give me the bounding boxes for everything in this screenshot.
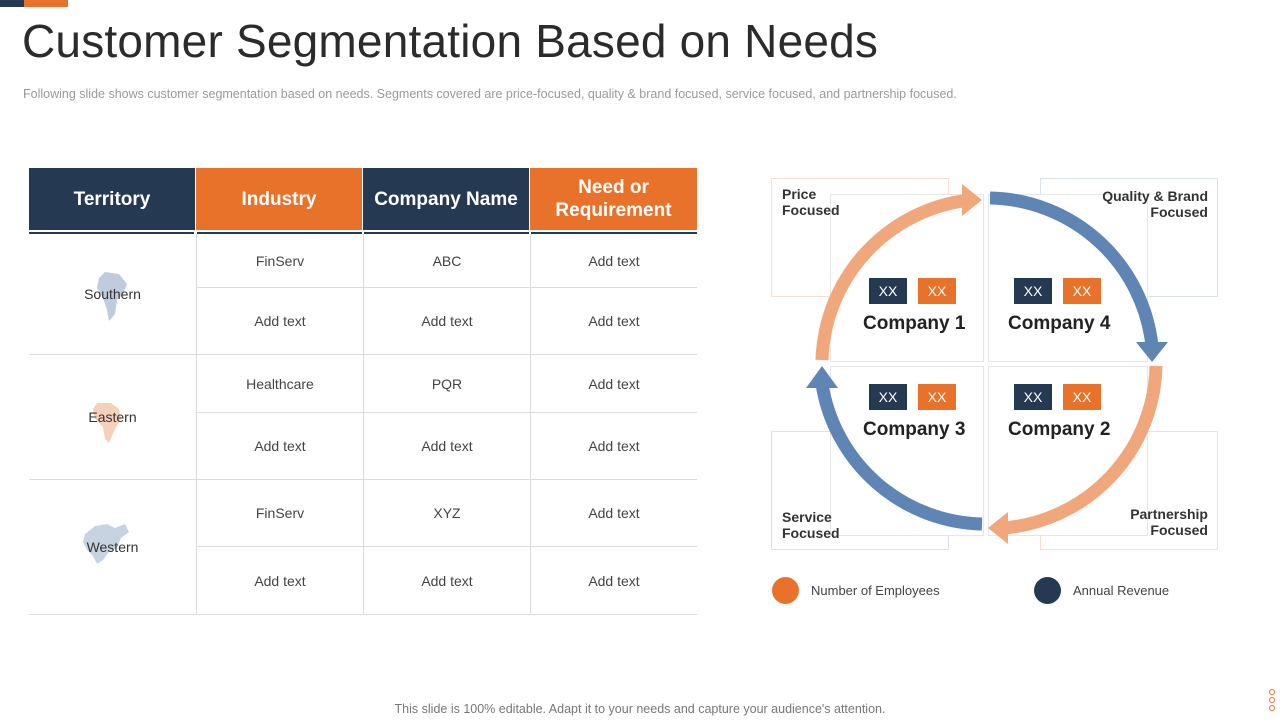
table-group-eastern: Eastern Healthcare PQR Add text Add text… xyxy=(29,355,697,480)
territory-cell: Eastern xyxy=(29,355,196,479)
table-cell: Add text xyxy=(530,413,697,479)
page-title: Customer Segmentation Based on Needs xyxy=(22,15,879,67)
quadrant-price-label: Price Focused xyxy=(782,186,840,218)
table-row: FinServ XYZ Add text xyxy=(196,480,697,547)
header-rule xyxy=(197,232,362,234)
top-accent-dark xyxy=(0,0,24,7)
table-cell: Add text xyxy=(363,547,530,614)
employees-badge: XX xyxy=(1063,278,1101,304)
territory-label: Southern xyxy=(84,286,141,302)
cycle-arrows xyxy=(806,184,1168,544)
revenue-badge: XX xyxy=(869,384,907,410)
table-row: Add text Add text Add text xyxy=(196,413,697,479)
table-row: Add text Add text Add text xyxy=(196,547,697,614)
quadrant-service-label: Service Focused xyxy=(782,509,840,541)
north-america-map-icon xyxy=(83,524,129,564)
top-accent-orange xyxy=(24,0,68,7)
territory-label: Eastern xyxy=(88,409,137,425)
header-territory: Territory xyxy=(29,168,196,230)
table-cell: XYZ xyxy=(363,480,530,546)
quadrant-quality-label: Quality & Brand Focused xyxy=(1102,188,1208,220)
table-row: Healthcare PQR Add text xyxy=(196,355,697,413)
company-3-name: Company 3 xyxy=(863,419,966,440)
company-4-name: Company 4 xyxy=(1008,313,1111,334)
territory-cell: Western xyxy=(29,480,196,614)
company-2-name: Company 2 xyxy=(1008,419,1111,440)
table-cell: Add text xyxy=(530,288,697,354)
table-cell: Add text xyxy=(530,547,697,614)
south-america-map-icon xyxy=(97,272,127,321)
footer-note: This slide is 100% editable. Adapt it to… xyxy=(394,702,886,716)
table-row: FinServ ABC Add text xyxy=(196,234,697,288)
table-cell: PQR xyxy=(363,355,530,412)
table-cell: Add text xyxy=(363,288,530,354)
quadrant-partnership-label: Partnership Focused xyxy=(1130,506,1208,538)
employees-badge: XX xyxy=(1063,384,1101,410)
legend-revenue-label: Annual Revenue xyxy=(1073,583,1170,598)
revenue-badge: XX xyxy=(1014,384,1052,410)
table-header-row: Territory Industry Company Name Need or … xyxy=(29,168,697,230)
territory-label: Western xyxy=(86,539,139,555)
table-cell: Add text xyxy=(530,234,697,287)
segmentation-table: Territory Industry Company Name Need or … xyxy=(29,168,697,615)
employees-badge: XX xyxy=(918,384,956,410)
header-company-name: Company Name xyxy=(363,168,530,230)
table-cell: Add text xyxy=(363,413,530,479)
employees-badge: XX xyxy=(918,278,956,304)
header-rule xyxy=(29,232,194,234)
table-cell: ABC xyxy=(363,234,530,287)
header-industry: Industry xyxy=(196,168,363,230)
header-rule xyxy=(531,232,697,234)
company-1-name: Company 1 xyxy=(863,313,966,334)
segmentation-diagram: Price Focused Quality & Brand Focused Se… xyxy=(760,170,1230,570)
header-need: Need or Requirement xyxy=(530,168,697,230)
table-cell: FinServ xyxy=(196,234,363,287)
table-group-southern: Southern FinServ ABC Add text Add text A… xyxy=(29,234,697,355)
revenue-badge: XX xyxy=(869,278,907,304)
slide-nav-icon[interactable] xyxy=(1268,688,1276,712)
africa-map-icon xyxy=(93,403,121,443)
page-subtitle: Following slide shows customer segmentat… xyxy=(23,87,957,101)
territory-cell: Southern xyxy=(29,234,196,354)
table-cell: Add text xyxy=(196,547,363,614)
header-rule xyxy=(364,232,529,234)
legend-revenue-dot xyxy=(1034,577,1061,604)
table-cell: FinServ xyxy=(196,480,363,546)
table-cell: Add text xyxy=(196,288,363,354)
table-row: Add text Add text Add text xyxy=(196,288,697,354)
table-cell: Healthcare xyxy=(196,355,363,412)
table-cell: Add text xyxy=(530,480,697,546)
legend-employees-dot xyxy=(772,577,799,604)
legend-employees-label: Number of Employees xyxy=(811,583,940,598)
table-cell: Add text xyxy=(530,355,697,412)
table-group-western: Western FinServ XYZ Add text Add text Ad… xyxy=(29,480,697,615)
revenue-badge: XX xyxy=(1014,278,1052,304)
table-cell: Add text xyxy=(196,413,363,479)
